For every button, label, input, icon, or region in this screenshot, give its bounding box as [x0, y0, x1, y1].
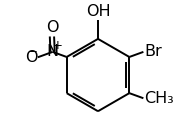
Text: −: −	[28, 45, 38, 58]
Text: +: +	[53, 40, 63, 53]
Text: CH₃: CH₃	[144, 91, 174, 106]
Text: O: O	[25, 50, 37, 65]
Text: O: O	[46, 20, 58, 35]
Text: OH: OH	[86, 4, 110, 19]
Text: Br: Br	[144, 44, 162, 59]
Text: N: N	[46, 44, 59, 59]
